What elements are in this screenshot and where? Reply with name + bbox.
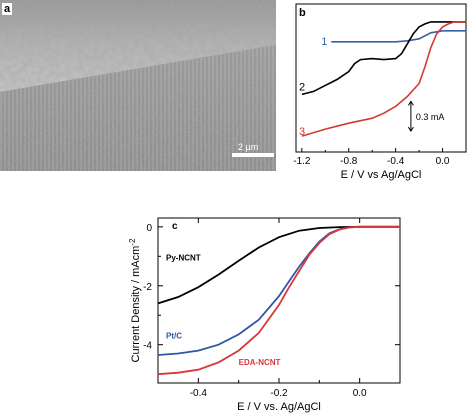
scale-bar-label-b: 0.3 mA	[416, 112, 445, 122]
y-tick-label-c: -2	[143, 282, 152, 293]
y-tick-label-c: -4	[143, 341, 152, 352]
curve-label-1: 1	[321, 36, 327, 48]
scale-bar	[232, 153, 274, 157]
plot-frame-b	[295, 3, 467, 153]
panel-label-bg-c	[171, 219, 181, 231]
series-label-0: Py-NCNT	[166, 253, 201, 262]
y-axis-label-superscript-c: -2	[128, 238, 137, 246]
curve-label-2: 2	[299, 81, 305, 93]
series-line-py-ncnt	[157, 225, 400, 305]
sem-image: 2 µm	[0, 0, 276, 171]
series-line-pt-c	[157, 225, 400, 356]
series-line-1	[331, 30, 466, 43]
scale-bar-label: 2 µm	[238, 142, 258, 152]
series-line-eda-ncnt	[157, 225, 400, 376]
x-tick-label-b: -0.4	[387, 156, 405, 167]
x-tick-label-b: -0.8	[340, 156, 358, 167]
panel-label-c: c	[172, 221, 178, 232]
y-tick-label-c: 0	[146, 223, 152, 234]
curve-label-3: 3	[299, 126, 305, 138]
chart-panel-b: -1.2 -0.8 -0.4 0.0 E / V vs Ag/AgCl 1 2 3 0.3 mA…	[293, 3, 467, 181]
x-tick-label-c: -0.2	[270, 388, 288, 399]
series-label-2: EDA-NCNT	[239, 358, 281, 367]
x-tick-label-c: -0.4	[190, 388, 208, 399]
x-tick-label-b: 0.0	[436, 156, 450, 167]
x-tick-label-b: -1.2	[293, 156, 311, 167]
series-line-3	[301, 21, 466, 137]
scale-arrow-up-b	[407, 100, 414, 106]
x-axis-label-b: E / V vs Ag/AgCl	[341, 169, 422, 181]
x-axis-label-c: E / V vs. Ag/AgCl	[237, 401, 321, 413]
chart-panel-c: -0.4 -0.2 0.0 0 -2 -4 E / V vs. Ag/AgCl Current…	[128, 217, 401, 413]
series-line-2	[301, 21, 466, 96]
panel-label-bg-b	[298, 5, 309, 18]
series-label-1: Pt/C	[166, 331, 182, 340]
panel-label-a: a	[2, 3, 13, 15]
y-axis-label-c: Current Density / mAcm-2	[128, 238, 142, 362]
y-axis-label-text-c: Current Density / mAcm	[130, 246, 142, 363]
scale-arrow-down-b	[407, 126, 414, 133]
x-tick-label-c: 0.0	[353, 388, 367, 399]
sem-image-panel-a: 2 µm a	[0, 0, 276, 171]
panel-label-b: b	[299, 7, 306, 19]
